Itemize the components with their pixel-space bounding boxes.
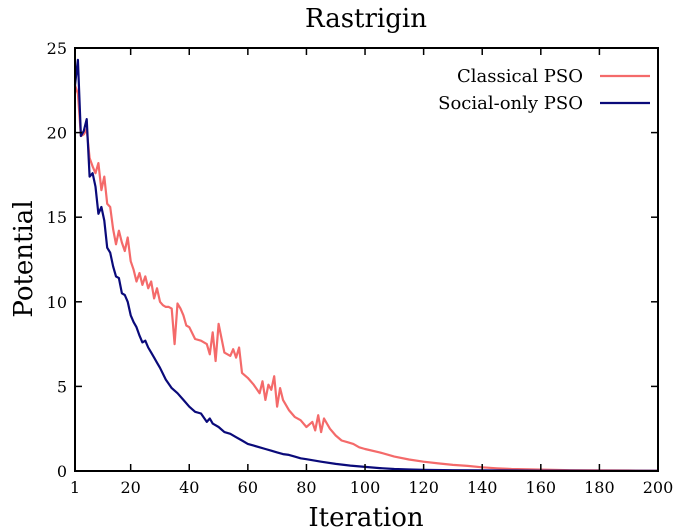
x-tick-label: 100 (350, 478, 381, 497)
y-tick-label: 20 (47, 124, 67, 143)
y-tick-label: 15 (47, 208, 67, 227)
x-tick-label: 80 (296, 478, 316, 497)
chart-title: Rastrigin (305, 4, 427, 34)
x-tick-label: 40 (179, 478, 199, 497)
y-tick-label: 25 (47, 39, 67, 58)
series-line-1 (73, 58, 658, 472)
legend-label-social: Social-only PSO (438, 93, 583, 114)
y-tick-label: 10 (47, 293, 67, 312)
legend-label-classical: Classical PSO (457, 66, 583, 87)
series-line-0 (73, 84, 659, 472)
x-tick-label: 160 (526, 478, 557, 497)
x-axis-label: Iteration (308, 503, 423, 529)
y-tick-label: 0 (57, 462, 67, 481)
legend: Classical PSO Social-only PSO (438, 66, 650, 114)
x-tick-label: 200 (643, 478, 674, 497)
y-tick-label: 5 (57, 377, 67, 396)
x-tick-label: 140 (467, 478, 498, 497)
x-tick-label: 180 (584, 478, 615, 497)
x-tick-label: 60 (238, 478, 258, 497)
plot-frame (74, 47, 659, 472)
y-axis-label: Potential (9, 200, 39, 317)
x-tick-label: 20 (120, 478, 140, 497)
x-tick-label: 1 (70, 478, 80, 497)
x-tick-label: 120 (408, 478, 439, 497)
